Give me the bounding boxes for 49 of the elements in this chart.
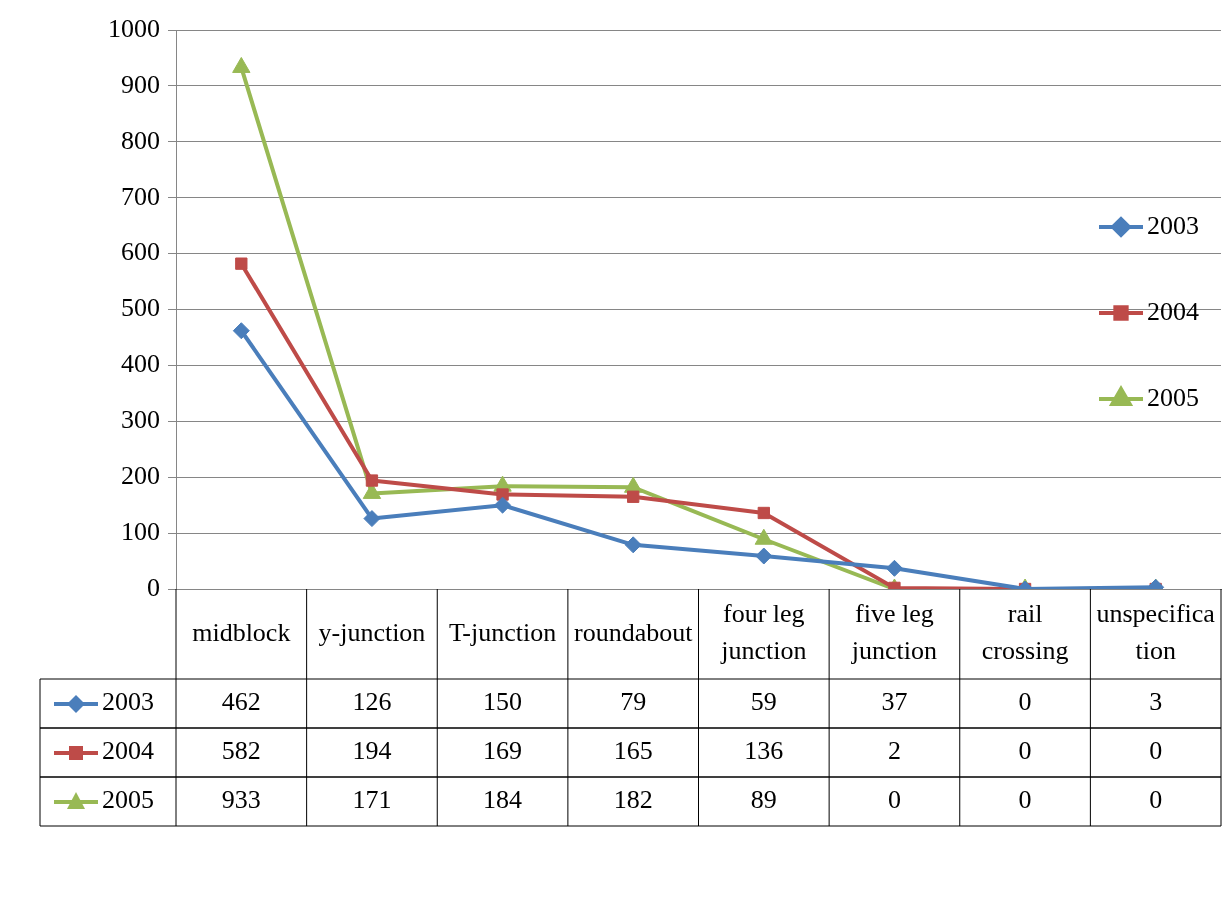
x-tick-label: T-junction xyxy=(448,617,557,647)
data-label: 0 xyxy=(887,785,901,815)
y-tick-label: 200 xyxy=(121,461,160,491)
x-tick-label: roundabout xyxy=(573,617,694,647)
legend-label: 2003 xyxy=(1147,210,1199,240)
y-tick-label: 400 xyxy=(121,349,160,379)
data-label: 89 xyxy=(750,785,777,815)
y-tick-label: 700 xyxy=(121,181,160,211)
data-label: 126 xyxy=(352,687,392,717)
x-tick-label: rail crossing xyxy=(981,599,1069,666)
data-label: 136 xyxy=(744,736,784,766)
data-label: 169 xyxy=(483,736,523,766)
text: 2005 xyxy=(102,785,154,815)
x-tick-label: midblock xyxy=(192,617,291,647)
y-tick-label: 900 xyxy=(121,69,160,99)
y-tick-label: 800 xyxy=(121,125,160,155)
data-label: 0 xyxy=(1018,687,1032,717)
data-label: 37 xyxy=(881,687,908,717)
data-label: 194 xyxy=(352,736,392,766)
data-label: 59 xyxy=(750,687,777,717)
data-label: 184 xyxy=(483,785,523,815)
data-label: 182 xyxy=(613,785,653,815)
legend-label: 2005 xyxy=(1147,382,1199,412)
data-label: 0 xyxy=(1149,785,1163,815)
data-label: 165 xyxy=(613,736,653,766)
data-label: 582 xyxy=(221,736,261,766)
data-label: 150 xyxy=(483,687,523,717)
y-tick-label: 600 xyxy=(121,237,160,267)
text: 2004 xyxy=(102,736,154,766)
data-label: 933 xyxy=(221,785,261,815)
y-tick-label: 1000 xyxy=(108,13,160,43)
y-tick-label: 300 xyxy=(121,405,160,435)
y-tick-label: 500 xyxy=(121,293,160,323)
x-tick-label: unspecification xyxy=(1096,599,1216,666)
data-label: 79 xyxy=(620,687,647,717)
data-label: 2 xyxy=(887,736,901,766)
data-label: 462 xyxy=(221,687,261,717)
x-tick-label: five leg junction xyxy=(850,599,938,666)
y-tick-label: 0 xyxy=(147,572,160,602)
x-tick-label: four leg junction xyxy=(720,599,807,666)
data-label: 0 xyxy=(1149,736,1163,766)
data-label: 0 xyxy=(1018,785,1032,815)
data-label: 0 xyxy=(1018,736,1032,766)
x-tick-label: y-junction xyxy=(318,617,426,647)
text: 2003 xyxy=(102,687,154,717)
data-label: 171 xyxy=(352,785,392,815)
legend-label: 2004 xyxy=(1147,296,1199,326)
data-label: 3 xyxy=(1149,687,1163,717)
y-tick-label: 100 xyxy=(121,516,160,546)
